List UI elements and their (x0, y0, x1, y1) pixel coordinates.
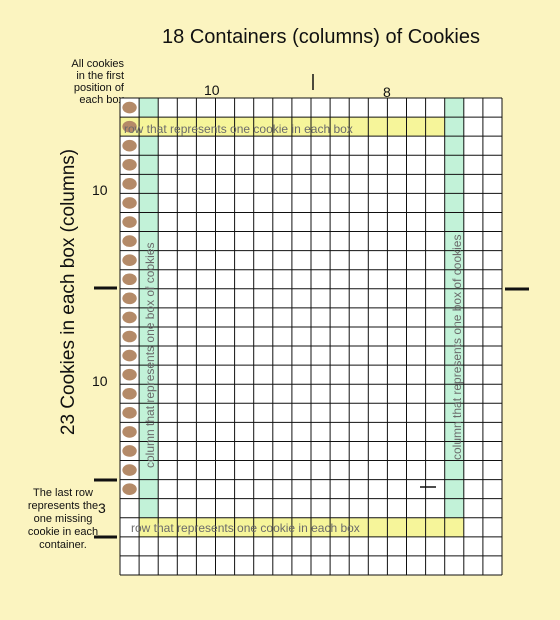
side-count-bottom: 3 (98, 500, 106, 516)
cookie-icon (122, 158, 137, 171)
cookie-layer (122, 101, 137, 495)
cookie-icon (122, 120, 137, 133)
cookie-icon (122, 254, 137, 266)
cookie-icon (122, 407, 137, 419)
cookie-icon (122, 292, 137, 305)
cookie-icon (122, 483, 137, 495)
cookie-icon (122, 178, 137, 190)
top-row-highlight (120, 117, 445, 137)
cookie-icon (122, 349, 137, 362)
right-column-highlight (444, 98, 464, 537)
bottom-note: The last row represents the one missing … (27, 487, 99, 551)
top-count-right: 8 (383, 84, 391, 100)
side-count-lower: 10 (92, 373, 108, 389)
cookie-icon (122, 139, 137, 152)
cookie-icon (122, 368, 137, 381)
cookie-icon (122, 330, 137, 343)
left-column-highlight-label: column that represents one box of cookie… (143, 243, 157, 468)
cookie-icon (122, 216, 137, 228)
diagram-title: 18 Containers (columns) of Cookies (162, 26, 480, 48)
cookie-icon (122, 426, 137, 438)
side-count-upper: 10 (92, 182, 108, 198)
cookie-icon (122, 464, 137, 476)
cookie-icon (122, 387, 137, 400)
cookie-icon (122, 101, 137, 114)
cookie-icon (122, 273, 137, 286)
left-column-highlight (139, 98, 159, 537)
top-count-left: 10 (204, 82, 220, 98)
grid-layer (119, 97, 503, 576)
bottom-row-highlight (139, 517, 464, 537)
bottom-row-highlight-label: row that represents one cookie in each b… (131, 521, 360, 535)
top-note: All cookies in the first position of eac… (71, 58, 124, 106)
cookie-icon (122, 197, 137, 209)
top-row-highlight-label: row that represents one cookie in each b… (124, 122, 353, 136)
cookie-icon (122, 445, 137, 457)
marker-layer (94, 74, 529, 539)
right-column-highlight-label: column that represents one box of cookie… (450, 235, 464, 460)
cookie-icon (122, 311, 137, 324)
highlight-labels: row that represents one cookie in each b… (124, 122, 464, 535)
cookie-icon (122, 235, 137, 247)
